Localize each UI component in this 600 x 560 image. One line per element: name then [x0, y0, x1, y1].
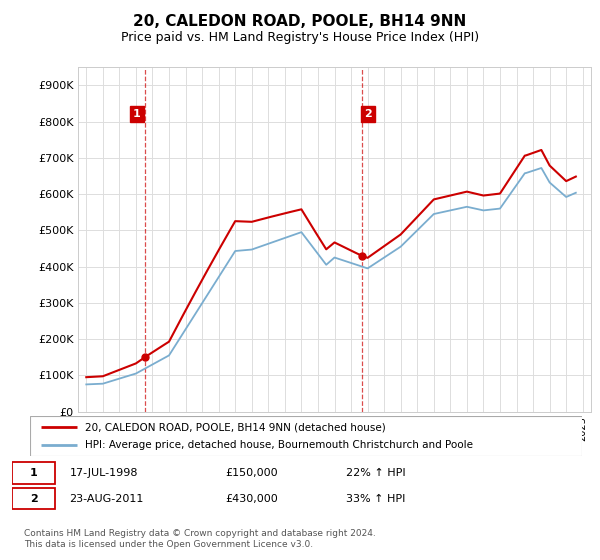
Text: 20, CALEDON ROAD, POOLE, BH14 9NN: 20, CALEDON ROAD, POOLE, BH14 9NN [133, 14, 467, 29]
Text: £430,000: £430,000 [225, 493, 278, 503]
Text: 20, CALEDON ROAD, POOLE, BH14 9NN (detached house): 20, CALEDON ROAD, POOLE, BH14 9NN (detac… [85, 422, 386, 432]
Text: 33% ↑ HPI: 33% ↑ HPI [346, 493, 406, 503]
FancyBboxPatch shape [30, 416, 582, 456]
FancyBboxPatch shape [12, 488, 55, 509]
Text: £150,000: £150,000 [225, 468, 278, 478]
Text: Contains HM Land Registry data © Crown copyright and database right 2024.
This d: Contains HM Land Registry data © Crown c… [24, 529, 376, 549]
FancyBboxPatch shape [12, 463, 55, 484]
Text: HPI: Average price, detached house, Bournemouth Christchurch and Poole: HPI: Average price, detached house, Bour… [85, 440, 473, 450]
Text: 1: 1 [133, 109, 140, 119]
Text: 2: 2 [364, 109, 372, 119]
Text: 23-AUG-2011: 23-AUG-2011 [70, 493, 144, 503]
Text: 1: 1 [30, 468, 37, 478]
Text: Price paid vs. HM Land Registry's House Price Index (HPI): Price paid vs. HM Land Registry's House … [121, 31, 479, 44]
Text: 17-JUL-1998: 17-JUL-1998 [70, 468, 138, 478]
Text: 2: 2 [30, 493, 37, 503]
Text: 22% ↑ HPI: 22% ↑ HPI [346, 468, 406, 478]
